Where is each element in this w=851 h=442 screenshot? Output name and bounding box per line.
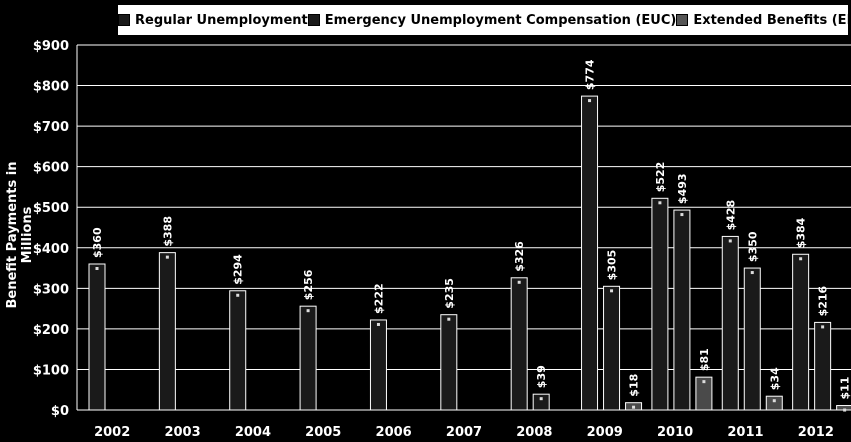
bar-marker <box>236 293 240 297</box>
bar-euc <box>532 393 550 411</box>
data-label: $222 <box>372 283 385 314</box>
bar-euc <box>814 321 832 411</box>
bar-marker <box>632 405 636 409</box>
x-tick-label: 2010 <box>657 425 693 440</box>
bar-regular <box>158 252 176 411</box>
bar-euc <box>673 209 691 411</box>
bar-marker <box>799 257 803 261</box>
bar-euc <box>743 267 761 411</box>
bar-marker <box>610 289 614 293</box>
bar-euc <box>603 285 621 411</box>
bar-regular <box>792 253 810 411</box>
legend-label-eb: Extended Benefits (EB) <box>693 12 851 28</box>
data-label: $235 <box>443 278 456 309</box>
data-label: $522 <box>654 162 667 193</box>
bar-marker <box>447 317 451 321</box>
data-label: $256 <box>302 269 315 300</box>
bar-marker <box>750 271 754 275</box>
legend-label-regular: Regular Unemployment <box>135 12 308 28</box>
data-label: $388 <box>161 216 174 247</box>
bar-marker <box>658 201 662 205</box>
bar-marker <box>680 213 684 217</box>
data-label: $493 <box>676 173 689 204</box>
data-label: $18 <box>628 374 641 397</box>
x-tick-label: 2004 <box>235 425 271 440</box>
bar-regular <box>229 290 247 411</box>
bar-marker <box>376 322 380 326</box>
legend-swatch-eb <box>676 14 689 26</box>
bar-marker <box>702 380 706 384</box>
y-tick-label: $200 <box>33 323 69 338</box>
bar-regular <box>88 263 106 411</box>
bar-marker <box>821 325 825 329</box>
bar-regular <box>510 277 528 411</box>
data-label: $360 <box>91 227 104 258</box>
bar-marker <box>728 239 732 243</box>
bar-eb <box>695 376 713 411</box>
y-tick-label: $300 <box>33 282 69 297</box>
bar-marker <box>539 397 543 401</box>
bar-marker <box>165 255 169 259</box>
x-tick-label: 2006 <box>376 425 412 440</box>
y-tick-label: $700 <box>33 120 69 135</box>
bar-regular <box>440 314 458 411</box>
y-tick-label: $0 <box>51 404 69 419</box>
data-label: $39 <box>535 365 548 388</box>
y-tick-label: $900 <box>33 39 69 54</box>
y-tick-label: $800 <box>33 80 69 95</box>
legend-item-eb: Extended Benefits (EB) <box>676 13 851 28</box>
x-tick-label: 2007 <box>446 425 482 440</box>
bar-regular <box>369 319 387 411</box>
bar-marker <box>843 408 847 412</box>
y-tick-label: $600 <box>33 161 69 176</box>
bar-regular <box>721 235 739 411</box>
data-label: $326 <box>513 241 526 272</box>
bar-regular <box>581 95 599 411</box>
data-label: $216 <box>817 285 830 316</box>
x-tick-label: 2011 <box>727 425 763 440</box>
y-tick-label: $500 <box>33 201 69 216</box>
bar-marker <box>588 99 592 103</box>
data-label: $384 <box>795 217 808 248</box>
y-tick-label: $400 <box>33 242 69 257</box>
legend-item-regular: Regular Unemployment <box>118 13 308 28</box>
bar-regular <box>651 197 669 411</box>
x-tick-label: 2005 <box>305 425 341 440</box>
data-label: $774 <box>584 59 597 90</box>
data-label: $294 <box>232 254 245 285</box>
legend-swatch-euc <box>307 14 320 26</box>
x-tick-label: 2003 <box>164 425 200 440</box>
x-tick-label: 2009 <box>587 425 623 440</box>
x-tick-label: 2012 <box>798 425 834 440</box>
data-label: $305 <box>606 250 619 281</box>
data-label: $11 <box>839 377 851 400</box>
x-tick-label: 2008 <box>516 425 552 440</box>
data-label: $428 <box>724 200 737 231</box>
x-tick-label: 2002 <box>94 425 130 440</box>
legend-label-euc: Emergency Unemployment Compensation (EUC… <box>324 12 677 28</box>
legend-swatch-regular <box>118 14 130 26</box>
y-tick-label: $100 <box>33 363 69 378</box>
data-label: $34 <box>768 367 781 390</box>
bar-marker <box>517 280 521 284</box>
bar-regular <box>299 305 317 411</box>
chart-legend: Regular Unemployment Emergency Unemploym… <box>118 5 851 35</box>
data-label: $350 <box>746 231 759 262</box>
bar-marker <box>306 309 310 313</box>
bar-eb <box>765 395 783 411</box>
legend-item-euc: Emergency Unemployment Compensation (EUC… <box>307 12 677 28</box>
bar-marker <box>772 399 776 403</box>
bar-marker <box>95 267 99 270</box>
data-label: $81 <box>698 348 711 371</box>
